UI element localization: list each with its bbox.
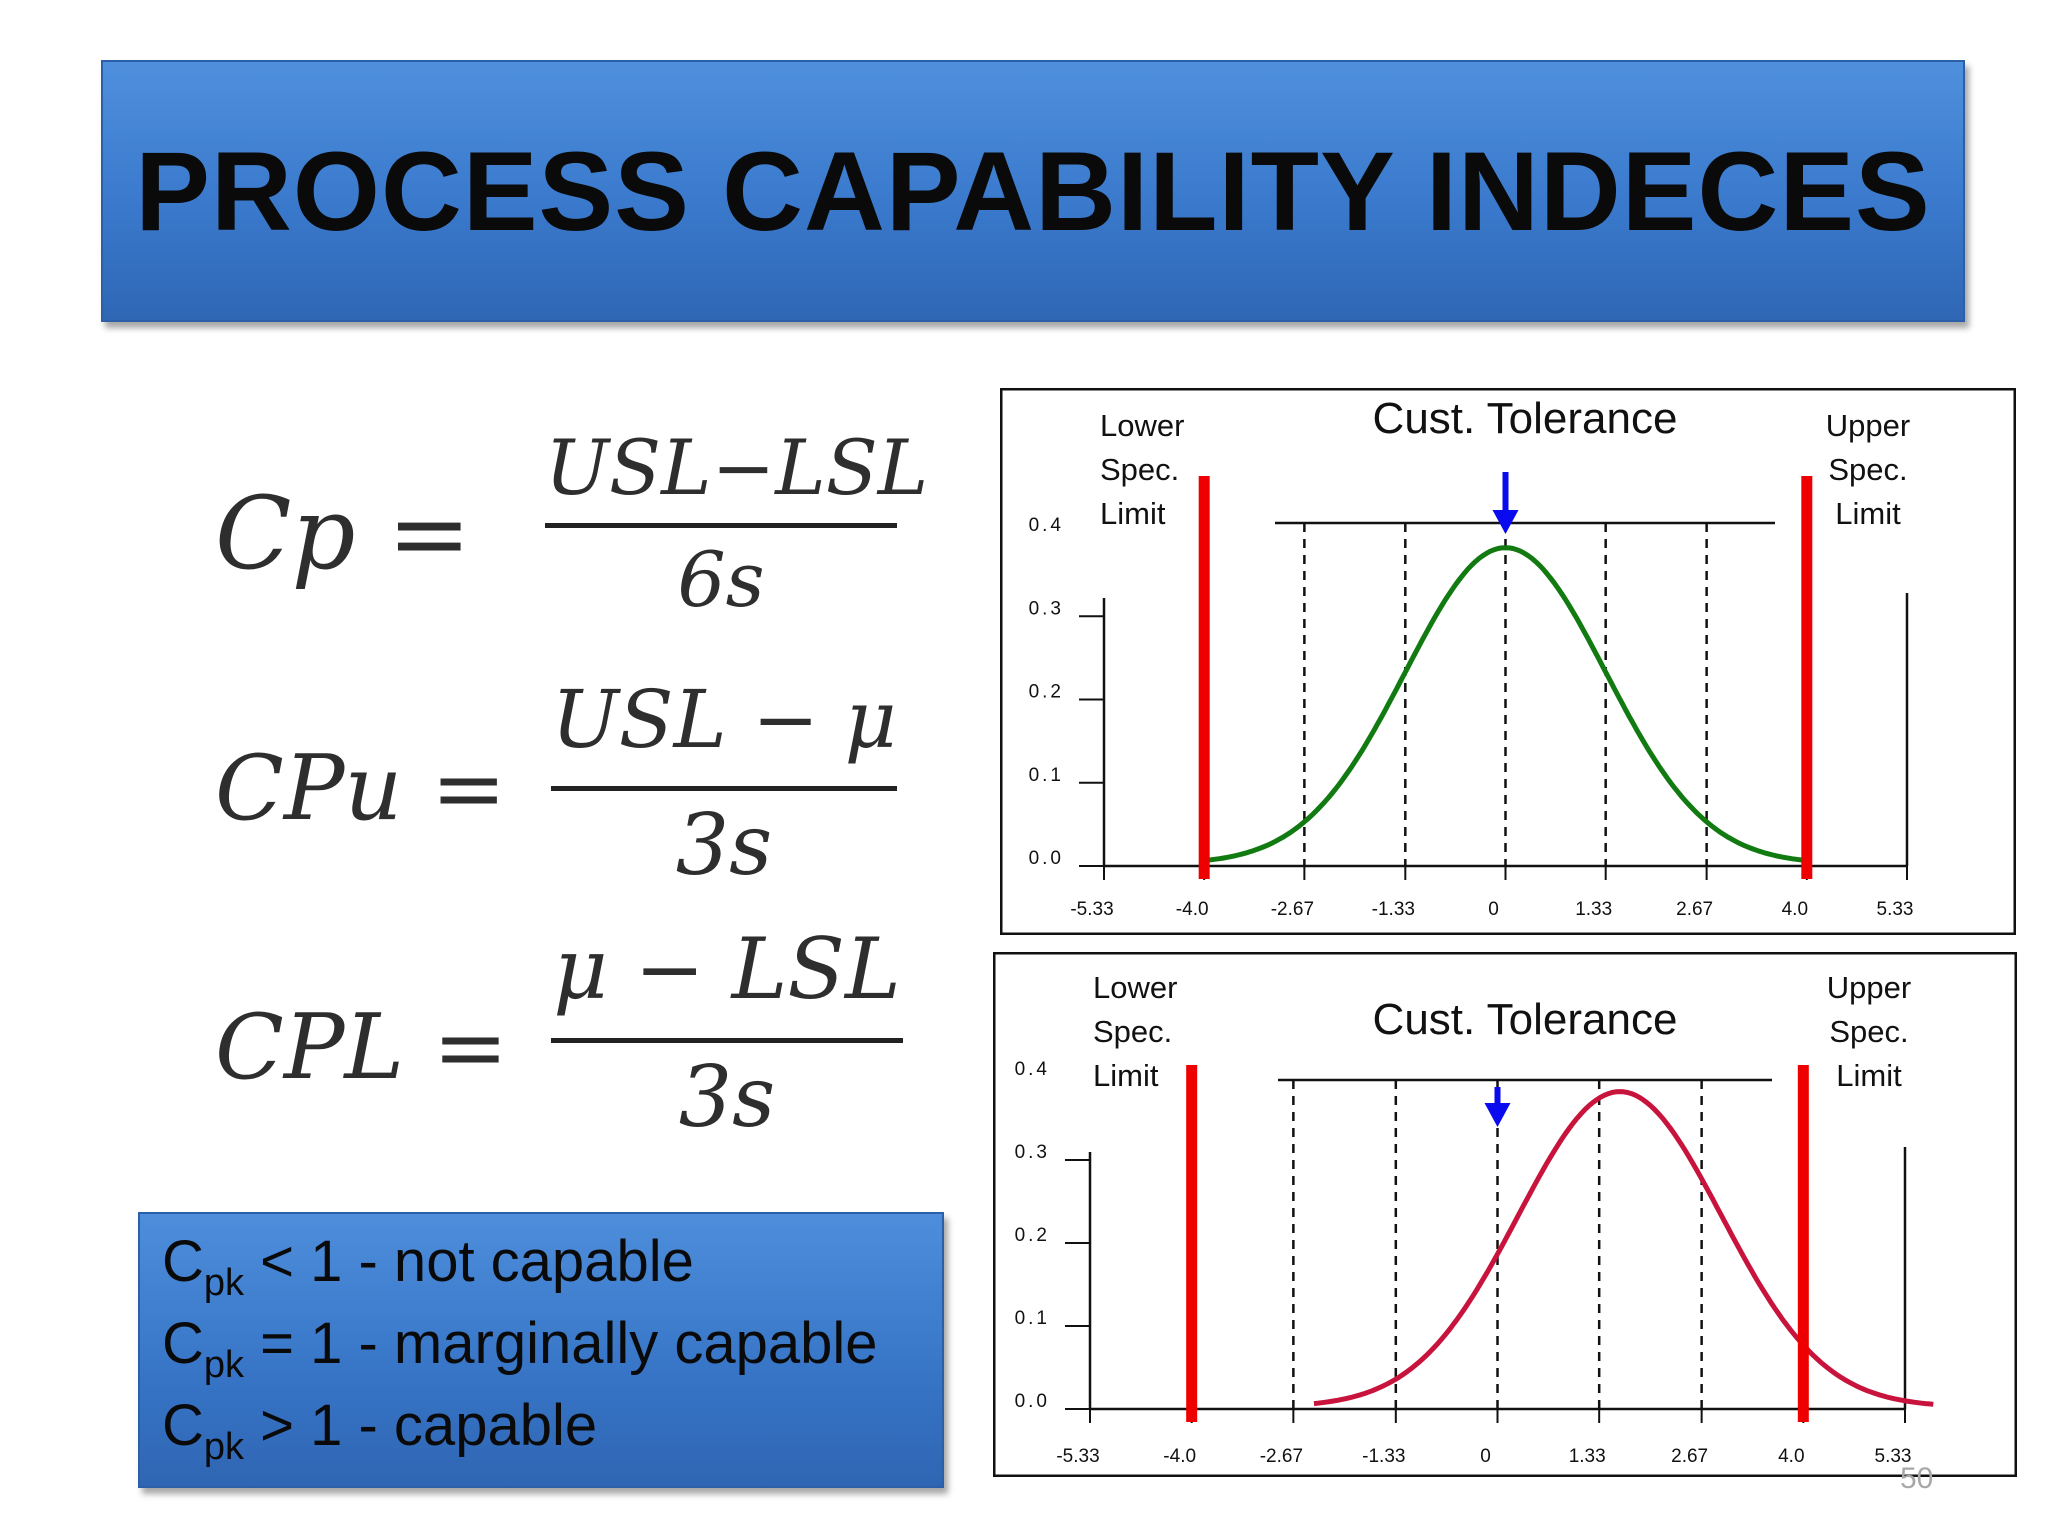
formula-numerator: USL − μ (551, 673, 897, 766)
target-arrow-head (1484, 1103, 1511, 1127)
formula-lhs: CPL = (215, 995, 509, 1100)
page-number: 50 (1900, 1462, 1934, 1495)
legend-symbol: C (162, 1393, 204, 1458)
x-tick-label: 0 (1480, 1446, 1491, 1467)
upper-spec-label: Upper (1827, 970, 1911, 1005)
formula-denominator: 6s (677, 535, 765, 624)
x-tick-label: -4.0 (1163, 1446, 1196, 1467)
x-tick-label: 4.0 (1778, 1446, 1804, 1467)
lower-spec-label: Lower (1100, 408, 1184, 443)
distribution-curve (1203, 545, 1808, 864)
formula-cpu: CPu = USL − μ 3s (215, 668, 905, 894)
y-tick-label: 0.1 (1015, 1308, 1050, 1329)
legend-symbol: C (162, 1229, 204, 1294)
fraction-bar (545, 523, 897, 528)
y-tick-label: 0.3 (1029, 598, 1064, 619)
title-banner: PROCESS CAPABILITY INDECES (101, 60, 1965, 322)
tolerance-label: Cust. Tolerance (1373, 995, 1678, 1044)
legend-text: < 1 - not capable (244, 1229, 694, 1294)
lower-spec-label: Spec. (1093, 1014, 1172, 1049)
x-tick-label: 2.67 (1676, 899, 1713, 920)
x-tick-label: 0 (1488, 899, 1499, 920)
chart-shifted-process: 0.0 0.1 0.2 0.3 0.4 -5.33 -4.0 -2.67 -1.33 0 1.33 2… (993, 952, 2017, 1477)
y-tick-label: 0.4 (1015, 1059, 1050, 1080)
x-tick-label: -4.0 (1176, 899, 1209, 920)
x-tick-label: 1.33 (1575, 899, 1612, 920)
target-arrow-head (1492, 510, 1519, 534)
formula-lhs: CPu = (215, 736, 507, 841)
x-tick-label: 5.33 (1877, 899, 1914, 920)
x-tick-label: -2.67 (1260, 1446, 1303, 1467)
legend-text: = 1 - marginally capable (244, 1311, 878, 1376)
lower-spec-label: Spec. (1100, 452, 1179, 487)
upper-spec-label: Limit (1836, 1058, 1902, 1093)
formula-denominator: 3s (678, 1048, 776, 1146)
formula-cp: Cp = USL−LSL 6s (215, 415, 928, 624)
upper-spec-label: Spec. (1828, 452, 1907, 487)
capability-legend: Cpk < 1 - not capable Cpk = 1 - marginal… (138, 1212, 944, 1488)
formula-lhs: Cp = (215, 475, 472, 592)
tolerance-label: Cust. Tolerance (1373, 394, 1678, 443)
x-tick-label: -2.67 (1271, 899, 1314, 920)
upper-spec-label: Upper (1826, 408, 1910, 443)
chart-centered-process: 0.0 0.1 0.2 0.3 0.4 -5.33 -4.0 -2.67 -1.33 0 1.33 2… (1000, 388, 2016, 935)
lower-spec-label: Limit (1093, 1058, 1159, 1093)
formula-numerator: μ − LSL (553, 920, 901, 1018)
x-tick-label: 5.33 (1875, 1446, 1912, 1467)
y-tick-label: 0.2 (1015, 1225, 1050, 1246)
legend-subscript: pk (203, 1426, 245, 1468)
x-tick-label: 4.0 (1782, 899, 1808, 920)
y-tick-label: 0.1 (1029, 765, 1064, 786)
x-tick-label: -5.33 (1056, 1446, 1099, 1467)
fraction-bar (551, 1038, 903, 1043)
legend-subscript: pk (203, 1344, 245, 1386)
y-tick-label: 0.2 (1029, 682, 1064, 703)
x-tick-label: -1.33 (1372, 899, 1415, 920)
distribution-curve (1313, 1089, 1934, 1407)
upper-spec-label: Limit (1835, 496, 1901, 531)
lower-spec-label: Limit (1100, 496, 1166, 531)
x-tick-label: -1.33 (1362, 1446, 1405, 1467)
slide-title: PROCESS CAPABILITY INDECES (135, 128, 1931, 254)
legend-subscript: pk (203, 1262, 245, 1304)
upper-spec-label: Spec. (1829, 1014, 1908, 1049)
x-tick-label: 1.33 (1569, 1446, 1606, 1467)
legend-text: > 1 - capable (244, 1393, 598, 1458)
chart-frame (993, 952, 2017, 1477)
formula-cpl: CPL = μ − LSL 3s (215, 915, 905, 1146)
y-tick-label: 0.0 (1029, 848, 1064, 869)
legend-line-not-capable: Cpk < 1 - not capable (162, 1228, 694, 1305)
legend-symbol: C (162, 1311, 204, 1376)
formula-numerator: USL−LSL (545, 423, 929, 512)
lower-spec-label: Lower (1093, 970, 1177, 1005)
x-tick-label: 2.67 (1671, 1446, 1708, 1467)
x-tick-label: -5.33 (1070, 899, 1113, 920)
y-tick-label: 0.3 (1015, 1142, 1050, 1163)
legend-line-marginal: Cpk = 1 - marginally capable (162, 1310, 878, 1387)
y-tick-label: 0.4 (1029, 515, 1064, 536)
y-tick-label: 0.0 (1015, 1391, 1050, 1412)
legend-line-capable: Cpk > 1 - capable (162, 1392, 597, 1469)
formula-denominator: 3s (675, 796, 773, 894)
fraction-bar (551, 786, 897, 791)
